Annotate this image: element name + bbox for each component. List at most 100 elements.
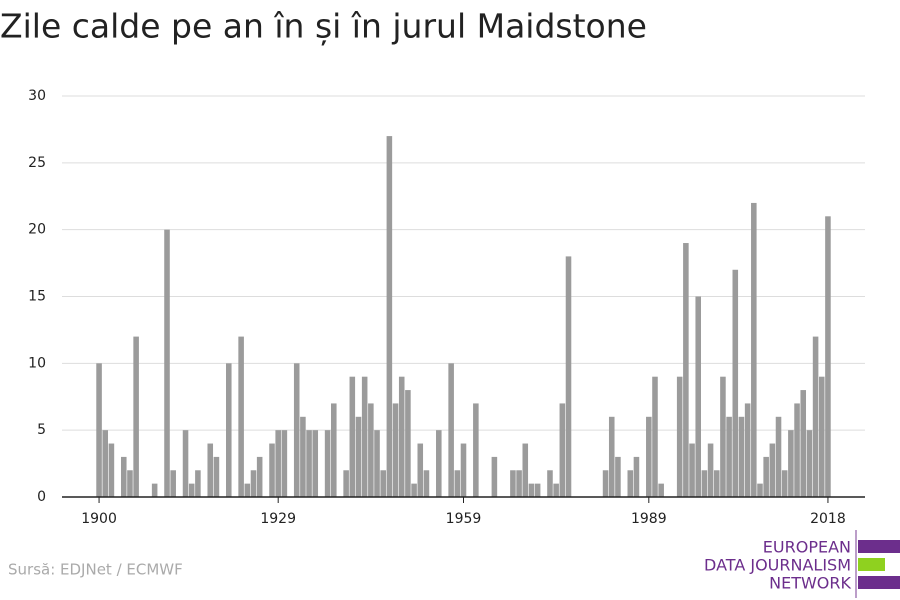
bar (293, 363, 300, 497)
logo-text: EUROPEAN (763, 538, 851, 557)
bar (151, 483, 158, 497)
bar (553, 483, 559, 497)
bar (386, 136, 393, 497)
bar (127, 470, 133, 497)
bar (683, 243, 689, 497)
bar (398, 376, 405, 497)
bar (547, 470, 553, 497)
x-tick-label: 2018 (810, 511, 846, 527)
bar (516, 470, 522, 497)
bar (349, 376, 356, 497)
bar (312, 430, 319, 497)
bar (559, 403, 566, 497)
bar (454, 470, 461, 497)
bar (713, 470, 720, 497)
bar (411, 483, 417, 497)
bar (757, 483, 763, 497)
bar (343, 470, 349, 497)
bar (627, 470, 634, 497)
bar (781, 470, 788, 497)
bar (164, 229, 170, 497)
bar (460, 443, 467, 497)
bar (818, 376, 825, 497)
bar (275, 430, 281, 497)
y-tick-label: 15 (28, 289, 46, 305)
bar (775, 416, 782, 497)
bar (825, 216, 831, 498)
bar (448, 363, 454, 497)
bar (207, 443, 214, 497)
bar (646, 416, 652, 497)
bar (300, 416, 306, 497)
bar (324, 430, 331, 497)
bar (244, 483, 251, 497)
bar (250, 470, 257, 497)
bar (436, 430, 442, 497)
bar (800, 390, 807, 497)
bar (368, 403, 374, 497)
bar (528, 483, 535, 497)
bar (423, 470, 430, 497)
bar (608, 416, 615, 497)
bar (720, 376, 726, 497)
bar (658, 483, 664, 497)
bar (726, 416, 732, 497)
x-tick-label: 1959 (446, 511, 482, 527)
logo-bar (858, 540, 900, 553)
bar (170, 470, 176, 497)
bar (788, 430, 794, 497)
bar (405, 390, 411, 497)
bar (108, 443, 115, 497)
bar (763, 456, 769, 497)
bar (565, 256, 572, 497)
bar (732, 269, 739, 497)
bar (331, 403, 337, 497)
bar (615, 456, 621, 497)
bar (256, 456, 263, 497)
bar (182, 430, 189, 497)
bar (491, 456, 498, 497)
bar (374, 430, 380, 497)
bar (195, 470, 201, 497)
logo-bar (858, 558, 885, 571)
bar (120, 456, 127, 497)
bar (695, 296, 702, 497)
bar (707, 443, 714, 497)
bar (361, 376, 368, 497)
bar (473, 403, 479, 497)
y-tick-label: 25 (28, 155, 46, 171)
logo: EUROPEAN DATA JOURNALISM NETWORK (704, 530, 900, 598)
bar (633, 456, 640, 497)
x-tick-label: 1989 (631, 511, 667, 527)
bar (392, 403, 399, 497)
y-tick-label: 30 (28, 88, 46, 104)
bar (689, 443, 695, 497)
bar (522, 443, 529, 497)
bar (188, 483, 195, 497)
bar (812, 336, 819, 497)
source: Sursă: EDJNet / ECMWF (8, 561, 183, 579)
y-tick-label: 5 (37, 422, 46, 438)
bar (355, 416, 362, 497)
bar (225, 363, 232, 497)
bar (417, 443, 424, 497)
bar (238, 336, 244, 497)
bar (102, 430, 109, 497)
bar (510, 470, 516, 497)
bar (269, 443, 275, 497)
bar (676, 376, 683, 497)
y-tick-label: 0 (37, 489, 46, 505)
bar (701, 470, 708, 497)
logo-text: NETWORK (769, 574, 851, 593)
bar (213, 456, 220, 497)
bar (744, 403, 751, 497)
x-tick-label: 1929 (260, 511, 296, 527)
y-tick-label: 20 (28, 222, 46, 238)
bar (794, 403, 800, 497)
bar (306, 430, 312, 497)
y-tick-label: 10 (28, 355, 46, 371)
logo-bar (858, 576, 900, 589)
bar (806, 430, 813, 497)
bar (751, 202, 757, 497)
